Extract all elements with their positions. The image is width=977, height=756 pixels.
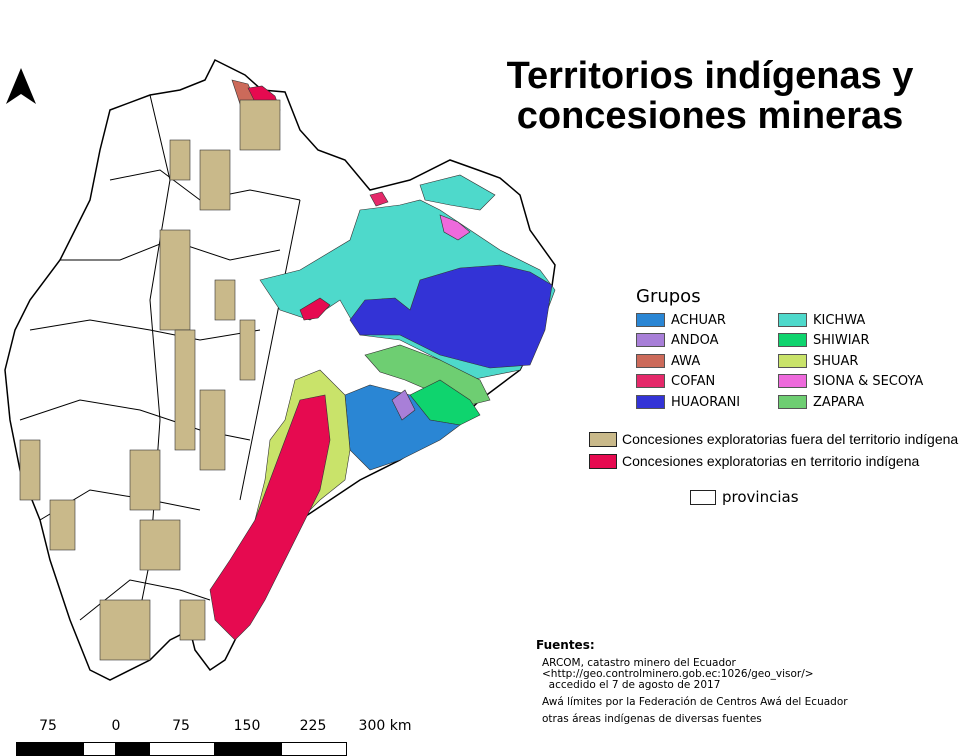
legend-label: SHUAR [813,353,859,369]
source-line: accedido el 7 de agosto de 2017 [542,679,721,691]
sources-block: Fuentes: ARCOM, catastro minero del Ecua… [536,638,956,725]
sources-heading: Fuentes: [536,638,595,652]
legend-item-shiwiar: SHIWIAR [778,332,869,348]
territory-zapara [364,344,491,406]
legend-label: HUAORANI [671,394,741,410]
swatch-awa [636,354,665,368]
source-line: ARCOM, catastro minero del Ecuador [542,657,736,669]
scale-label: 75 [39,718,57,734]
swatch-zapara [778,395,807,409]
territory-kichwa-north [419,174,496,211]
scale-segment [83,742,116,756]
scale-segment [149,742,215,756]
scale-label: 150 [233,718,261,734]
source-line: otras áreas indígenas de diversas fuente… [542,713,762,725]
legend-item-zapara: ZAPARA [778,394,864,410]
scale-segment [215,742,281,756]
map-title: Territorios indígenas y concesiones mine… [470,56,950,136]
concessions-inside [209,394,331,641]
concessions-outside [19,99,281,661]
swatch-concessions-outside [589,431,617,447]
legend-provinces: provincias [690,487,799,507]
scale-label: 225 [299,718,327,734]
legend-label: Concesiones exploratorias fuera del terr… [622,431,959,447]
source-line: Awá límites por la Federación de Centros… [542,696,848,708]
legend-item-andoa: ANDOA [636,332,719,348]
north-arrow-icon [6,68,36,113]
title-line-2: concesiones mineras [516,95,904,137]
legend-label: ACHUAR [671,312,726,328]
swatch-andoa [636,333,665,347]
swatch-achuar [636,313,665,327]
legend-label: COFAN [671,373,716,389]
legend-concessions-outside: Concesiones exploratorias fuera del terr… [589,430,958,448]
legend-heading: Grupos [636,286,701,307]
scale-segment [16,742,83,756]
legend-item-kichwa: KICHWA [778,312,865,328]
scale-bar [16,742,347,756]
swatch-huaorani [636,395,665,409]
territory-huaorani [349,264,553,369]
swatch-concessions-inside [589,453,617,469]
legend-item-shuar: SHUAR [778,353,858,369]
title-line-1: Territorios indígenas y [506,55,914,97]
legend-label: ZAPARA [813,394,865,410]
legend-concessions-inside: Concesiones exploratorias en territorio … [589,452,919,470]
territory-achuar [344,384,461,471]
legend-label: provincias [722,488,799,506]
source-line: <http://geo.controlminero.gob.ec:1026/ge… [542,668,814,680]
legend-label: SHIWIAR [813,332,870,348]
swatch-shiwiar [778,333,807,347]
territory-cofan [369,191,389,207]
legend-label: SIONA & SECOYA [813,373,924,389]
territory-siona-secoya [439,214,471,241]
legend-label: AWA [671,353,701,369]
swatch-provinces [690,489,716,505]
territory-andoa [391,389,416,421]
legend-item-siona-secoya: SIONA & SECOYA [778,373,923,389]
swatch-siona-secoya [778,374,807,388]
legend-label: Concesiones exploratorias en territorio … [622,453,920,469]
swatch-shuar [778,354,807,368]
legend-item-cofan: COFAN [636,373,715,389]
legend-label: ANDOA [671,332,719,348]
scale-label: 0 [111,718,121,734]
scale-segment [116,742,149,756]
scale-label: 75 [172,718,190,734]
legend-label: KICHWA [813,312,866,328]
swatch-cofan [636,374,665,388]
legend-item-huaorani: HUAORANI [636,394,740,410]
legend-item-awa: AWA [636,353,700,369]
swatch-kichwa [778,313,807,327]
scale-segment [281,742,347,756]
concessions-inside-mid [299,297,331,321]
legend-item-achuar: ACHUAR [636,312,726,328]
scale-label: 300 km [358,718,412,734]
